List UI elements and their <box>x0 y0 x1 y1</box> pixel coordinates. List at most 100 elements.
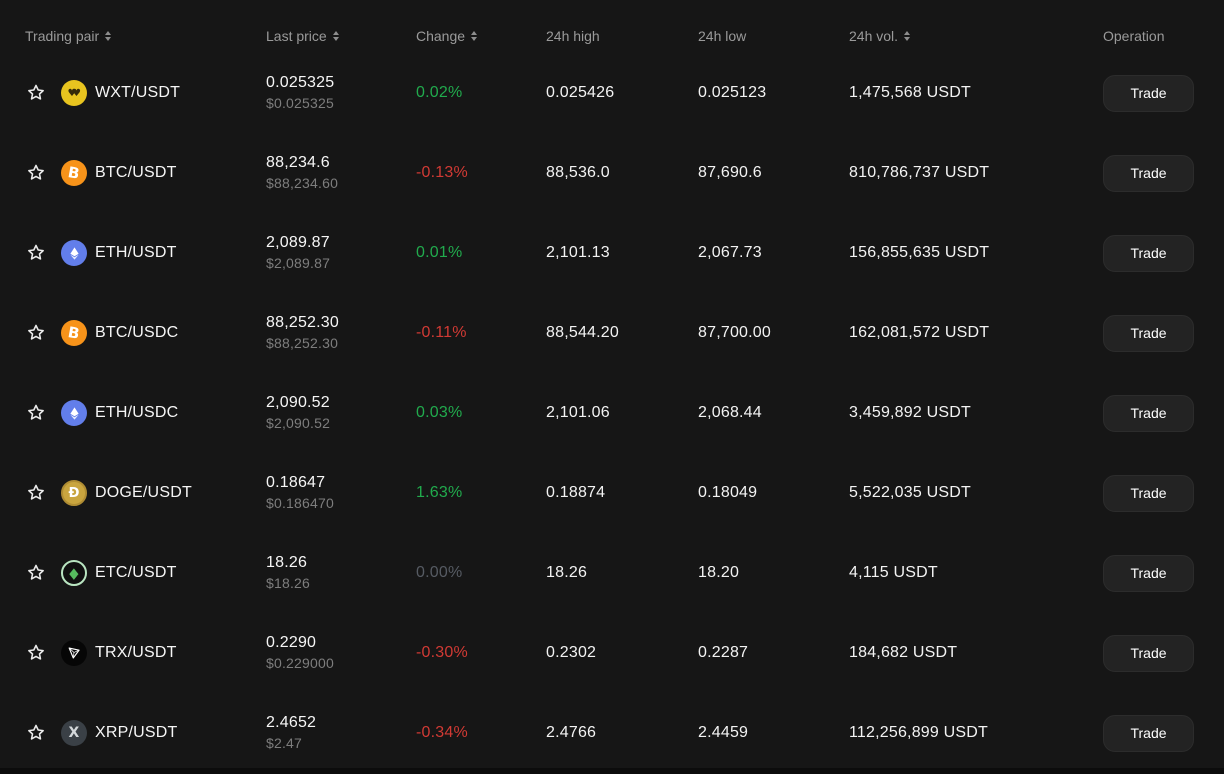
favorite-star-icon[interactable] <box>25 482 47 504</box>
operation-cell: Trade <box>1103 634 1194 672</box>
xrp-coin-icon: X <box>61 720 87 746</box>
btc-coin-icon: B <box>61 320 87 346</box>
last-price-usd: $18.26 <box>266 575 311 592</box>
last-price: 2.4652 <box>266 714 317 732</box>
favorite-star-icon[interactable] <box>25 562 47 584</box>
table-row[interactable]: ◆ ETC/USDT 18.26 $18.26 0.00% 18.26 18.2… <box>0 533 1224 613</box>
table-header: Trading pair Last price Change 24h high … <box>0 0 1224 53</box>
trade-button[interactable]: Trade <box>1103 714 1194 752</box>
table-row[interactable]: ETH/USDC 2,090.52 $2,090.52 0.03% 2,101.… <box>0 373 1224 453</box>
change-value: -0.30% <box>416 644 468 661</box>
bottom-edge <box>0 768 1224 774</box>
last-price-usd: $2,090.52 <box>266 415 331 432</box>
trade-button[interactable]: Trade <box>1103 394 1194 432</box>
trade-button[interactable]: Trade <box>1103 74 1194 112</box>
trade-button[interactable]: Trade <box>1103 554 1194 592</box>
volume-value: 112,256,899 USDT <box>849 724 988 741</box>
low-value: 87,700.00 <box>698 324 771 341</box>
volume-value: 810,786,737 USDT <box>849 164 990 181</box>
column-label: Last price <box>266 28 327 44</box>
table-row[interactable]: ETH/USDT 2,089.87 $2,089.87 0.01% 2,101.… <box>0 213 1224 293</box>
column-header-24h-vol[interactable]: 24h vol. <box>849 28 1103 53</box>
high-value: 0.18874 <box>546 484 606 501</box>
last-price: 2,090.52 <box>266 394 330 412</box>
operation-cell: Trade <box>1103 554 1194 592</box>
table-row[interactable]: B BTC/USDC 88,252.30 $88,252.30 -0.11% 8… <box>0 293 1224 373</box>
etc-coin-icon: ◆ <box>61 560 87 586</box>
column-label: Trading pair <box>25 28 100 44</box>
pair-cell: X XRP/USDT <box>25 720 266 746</box>
volume-value: 1,475,568 USDT <box>849 84 971 101</box>
column-header-change[interactable]: Change <box>416 28 546 53</box>
trade-button[interactable]: Trade <box>1103 154 1194 192</box>
low-value: 87,690.6 <box>698 164 762 181</box>
last-price-cell: 2,089.87 $2,089.87 <box>266 233 416 272</box>
high-value: 2.4766 <box>546 724 597 741</box>
last-price-cell: 0.025325 $0.025325 <box>266 73 416 112</box>
favorite-star-icon[interactable] <box>25 642 47 664</box>
table-row[interactable]: X XRP/USDT 2.4652 $2.47 -0.34% 2.4766 2.… <box>0 693 1224 773</box>
pair-cell: ETH/USDC <box>25 400 266 426</box>
column-label: Change <box>416 28 466 44</box>
pair-label: BTC/USDT <box>95 164 177 181</box>
favorite-star-icon[interactable] <box>25 402 47 424</box>
high-value: 0.025426 <box>546 84 615 101</box>
doge-coin-icon: Ð <box>61 480 87 506</box>
last-price-cell: 88,234.6 $88,234.60 <box>266 153 416 192</box>
pair-label: WXT/USDT <box>95 84 181 101</box>
pair-label: TRX/USDT <box>95 644 177 661</box>
column-header-operation: Operation <box>1103 28 1194 53</box>
sort-icon <box>471 31 478 41</box>
column-label: Operation <box>1103 28 1165 44</box>
table-body: ♥♥ WXT/USDT 0.025325 $0.025325 0.02% 0.0… <box>0 53 1224 773</box>
last-price-cell: 0.2290 $0.229000 <box>266 633 416 672</box>
volume-value: 5,522,035 USDT <box>849 484 971 501</box>
pair-label: ETH/USDC <box>95 404 179 421</box>
favorite-star-icon[interactable] <box>25 82 47 104</box>
sort-icon <box>332 31 339 41</box>
low-value: 2,067.73 <box>698 244 762 261</box>
favorite-star-icon[interactable] <box>25 722 47 744</box>
favorite-star-icon[interactable] <box>25 162 47 184</box>
favorite-star-icon[interactable] <box>25 322 47 344</box>
change-value: 0.00% <box>416 564 463 581</box>
trade-button[interactable]: Trade <box>1103 314 1194 352</box>
last-price-cell: 18.26 $18.26 <box>266 553 416 592</box>
volume-value: 4,115 USDT <box>849 564 938 581</box>
operation-cell: Trade <box>1103 394 1194 432</box>
sort-icon <box>904 31 911 41</box>
last-price: 88,234.6 <box>266 154 330 172</box>
column-header-trading-pair[interactable]: Trading pair <box>25 28 266 53</box>
last-price: 2,089.87 <box>266 234 330 252</box>
column-header-last-price[interactable]: Last price <box>266 28 416 53</box>
table-row[interactable]: Ð DOGE/USDT 0.18647 $0.186470 1.63% 0.18… <box>0 453 1224 533</box>
pair-cell: ETH/USDT <box>25 240 266 266</box>
change-value: 1.63% <box>416 484 463 501</box>
last-price: 88,252.30 <box>266 314 339 332</box>
low-value: 2,068.44 <box>698 404 762 421</box>
high-value: 2,101.06 <box>546 404 610 421</box>
trx-coin-icon <box>61 640 87 666</box>
trade-button[interactable]: Trade <box>1103 474 1194 512</box>
table-row[interactable]: ♥♥ WXT/USDT 0.025325 $0.025325 0.02% 0.0… <box>0 53 1224 133</box>
favorite-star-icon[interactable] <box>25 242 47 264</box>
last-price: 0.2290 <box>266 634 317 652</box>
operation-cell: Trade <box>1103 154 1194 192</box>
pair-cell: TRX/USDT <box>25 640 266 666</box>
pair-cell: Ð DOGE/USDT <box>25 480 266 506</box>
volume-value: 162,081,572 USDT <box>849 324 990 341</box>
table-row[interactable]: TRX/USDT 0.2290 $0.229000 -0.30% 0.2302 … <box>0 613 1224 693</box>
pair-label: XRP/USDT <box>95 724 178 741</box>
trade-button[interactable]: Trade <box>1103 634 1194 672</box>
column-header-24h-low: 24h low <box>698 28 849 53</box>
last-price-usd: $88,234.60 <box>266 175 339 192</box>
pair-label: BTC/USDC <box>95 324 179 341</box>
operation-cell: Trade <box>1103 74 1194 112</box>
last-price: 0.18647 <box>266 474 326 492</box>
trade-button[interactable]: Trade <box>1103 234 1194 272</box>
operation-cell: Trade <box>1103 474 1194 512</box>
last-price-usd: $88,252.30 <box>266 335 339 352</box>
low-value: 2.4459 <box>698 724 749 741</box>
table-row[interactable]: B BTC/USDT 88,234.6 $88,234.60 -0.13% 88… <box>0 133 1224 213</box>
